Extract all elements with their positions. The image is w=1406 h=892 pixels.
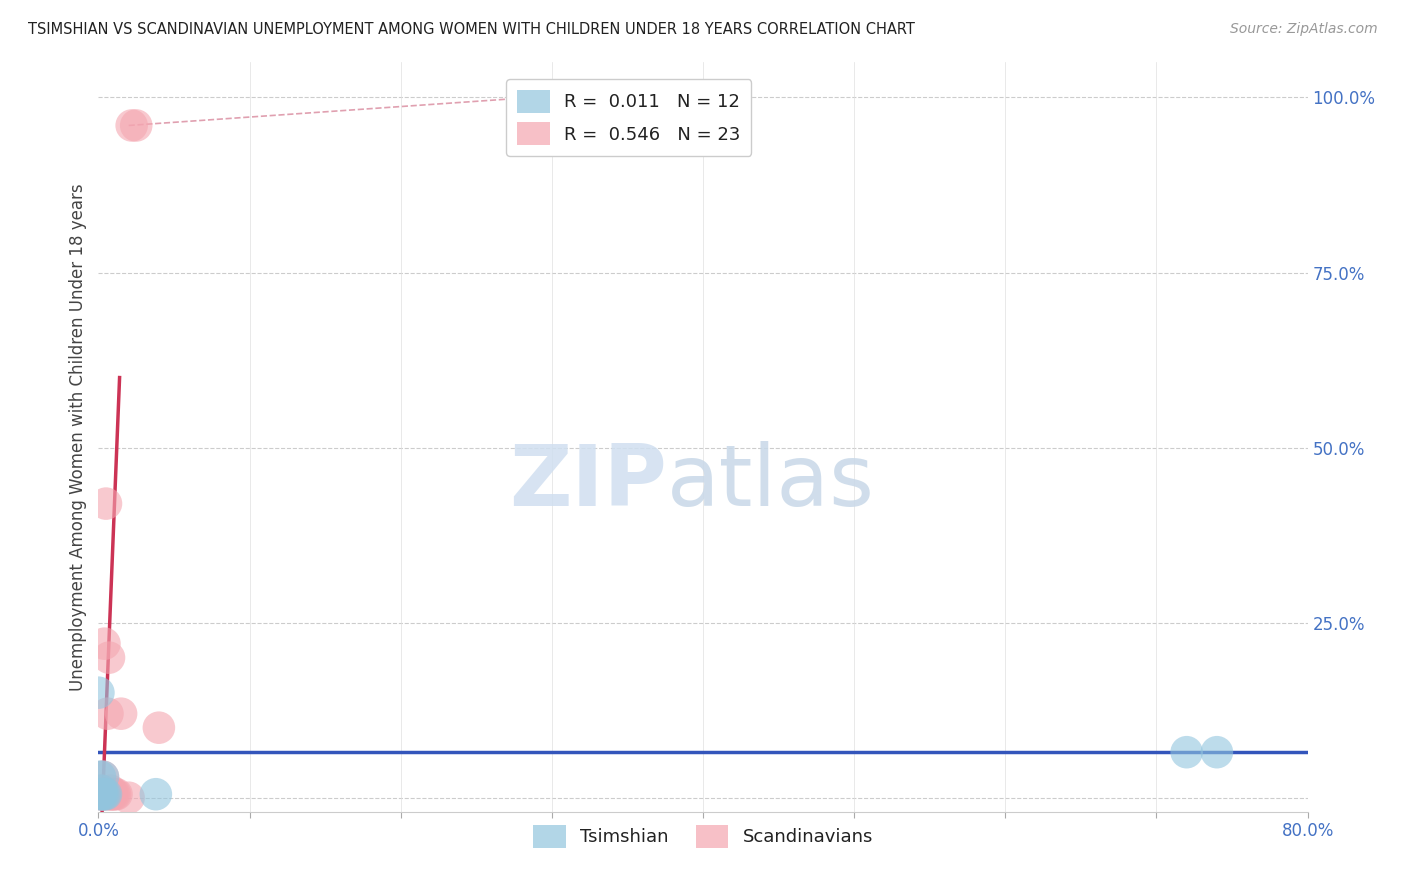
Point bbox=[148, 721, 170, 735]
Point bbox=[91, 787, 114, 801]
Point bbox=[104, 787, 127, 801]
Point bbox=[100, 787, 122, 801]
Point bbox=[87, 686, 110, 700]
Point bbox=[93, 637, 115, 651]
Point bbox=[90, 783, 112, 797]
Point bbox=[94, 787, 117, 801]
Point bbox=[90, 783, 112, 797]
Point bbox=[145, 787, 167, 801]
Text: TSIMSHIAN VS SCANDINAVIAN UNEMPLOYMENT AMONG WOMEN WITH CHILDREN UNDER 18 YEARS : TSIMSHIAN VS SCANDINAVIAN UNEMPLOYMENT A… bbox=[28, 22, 915, 37]
Point bbox=[91, 770, 114, 784]
Point bbox=[98, 650, 121, 665]
Point bbox=[100, 787, 122, 801]
Point bbox=[94, 497, 117, 511]
Point bbox=[101, 787, 124, 801]
Point bbox=[90, 787, 112, 801]
Y-axis label: Unemployment Among Women with Children Under 18 years: Unemployment Among Women with Children U… bbox=[69, 183, 87, 691]
Point bbox=[105, 787, 128, 801]
Point bbox=[93, 787, 115, 801]
Point bbox=[89, 770, 111, 784]
Point bbox=[1175, 745, 1198, 759]
Point bbox=[91, 770, 114, 784]
Point bbox=[89, 787, 111, 801]
Point bbox=[100, 783, 122, 797]
Point bbox=[96, 706, 118, 721]
Point bbox=[110, 706, 132, 721]
Point bbox=[93, 787, 115, 801]
Point bbox=[118, 790, 141, 805]
Point bbox=[89, 787, 111, 801]
Text: Source: ZipAtlas.com: Source: ZipAtlas.com bbox=[1230, 22, 1378, 37]
Point bbox=[90, 787, 112, 801]
Point bbox=[103, 787, 125, 801]
Point bbox=[96, 787, 118, 801]
Text: ZIP: ZIP bbox=[509, 441, 666, 524]
Legend: Tsimshian, Scandinavians: Tsimshian, Scandinavians bbox=[526, 817, 880, 855]
Point bbox=[125, 119, 148, 133]
Point bbox=[1206, 745, 1229, 759]
Point bbox=[121, 119, 143, 133]
Point bbox=[91, 787, 114, 801]
Text: atlas: atlas bbox=[666, 441, 875, 524]
